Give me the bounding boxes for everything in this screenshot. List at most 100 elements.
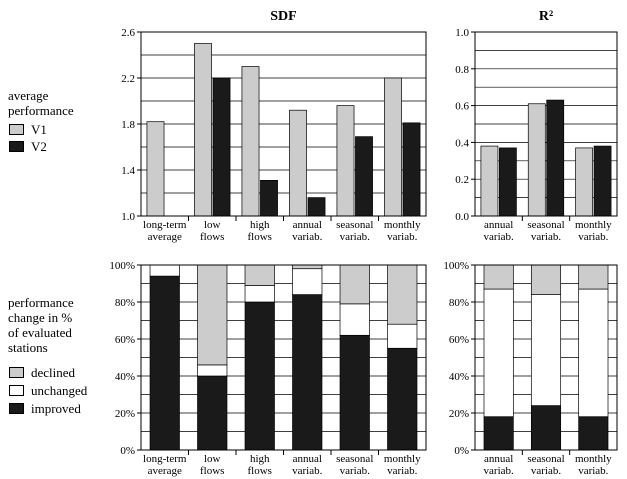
sdf_change-segment-improved-2 (244, 301, 275, 451)
legend-swatch-declined (9, 367, 24, 378)
sdf_change-x-label-line1: seasonal (336, 453, 373, 465)
r2_change-segment-improved-0 (483, 416, 514, 451)
sdf_change-y-tick-label: 20% (115, 408, 135, 420)
sdf-bar-v1-3 (289, 109, 307, 217)
r2-x-label-line1: seasonal (527, 219, 564, 231)
r2_change-y-tick-label: 100% (443, 260, 469, 272)
sdf-x-label-line2: variab. (292, 231, 322, 243)
sdf-x-label-line2: flows (248, 231, 272, 243)
sdf_change-x-label-line2: flows (248, 465, 272, 477)
sdf-bar-v1-2 (241, 66, 260, 217)
legend-top-title-line2: performance (8, 103, 74, 118)
r2-y-tick-label: 0.6 (455, 101, 469, 113)
r2_change-segment-unchanged-1 (530, 294, 562, 406)
legend-bottom-title-line2: change in % (8, 310, 73, 325)
sdf-x-label-line2: variab. (340, 231, 370, 243)
sdf-x-label-line1: monthly (384, 219, 421, 231)
sdf_change-segment-unchanged-4 (339, 303, 370, 336)
legend-swatch-unchanged (9, 385, 24, 396)
r2-x-label-line2: variab. (531, 231, 561, 243)
sdf-y-tick-label: 2.6 (121, 27, 135, 39)
sdf_change-x-label-line2: variab. (387, 465, 417, 477)
sdf-y-tick-label: 1.8 (121, 119, 135, 131)
sdf_change-x-label-line1: low (204, 453, 221, 465)
r2_change-segment-unchanged-0 (483, 288, 514, 418)
sdf_change-segment-declined-2 (244, 264, 275, 286)
sdf-bar-v2-5 (402, 122, 421, 217)
legend-bottom-title-line3: of evaluated (8, 325, 72, 340)
sdf-x-label-line1: high (250, 219, 270, 231)
sdf_change-y-tick-label: 0% (120, 445, 135, 457)
r2-bar-v1-1 (527, 103, 546, 217)
r2-bar-v2-1 (546, 99, 565, 217)
r2_change-x-label-line1: monthly (575, 453, 612, 465)
r2_change-x-label-line1: seasonal (527, 453, 564, 465)
sdf_change-segment-unchanged-0 (149, 264, 180, 277)
sdf_change-segment-declined-3 (292, 264, 323, 270)
legend-label-unchanged: unchanged (31, 383, 88, 398)
sdf_change-x-label-line1: annual (293, 453, 322, 465)
legend-swatch-improved (9, 403, 24, 414)
r2_change-plot-frame (474, 264, 618, 451)
r2-y-tick-label: 0.8 (455, 64, 469, 76)
sdf_change-segment-unchanged-1 (197, 364, 228, 377)
sdf_change-x-label-line2: variab. (340, 465, 370, 477)
r2-x-label-line2: variab. (484, 231, 514, 243)
sdf_change-y-tick-label: 40% (115, 371, 135, 383)
sdf_change-segment-declined-1 (197, 264, 228, 366)
r2_change-y-tick-label: 40% (449, 371, 469, 383)
sdf_change-segment-improved-3 (292, 294, 323, 451)
sdf-bar-v2-1 (212, 77, 231, 217)
r2-bar-v2-0 (499, 147, 517, 217)
sdf_change-y-tick-label: 60% (115, 334, 135, 346)
legend-label-declined: declined (31, 365, 76, 380)
sdf_change-y-tick-label: 100% (109, 260, 135, 272)
sdf_change-segment-unchanged-5 (387, 323, 418, 349)
r2_change-segment-declined-2 (578, 264, 609, 290)
r2_change-segment-improved-2 (578, 416, 609, 451)
legend-label-v1: V1 (31, 122, 47, 137)
r2_change-y-tick-label: 80% (449, 297, 469, 309)
r2_change-x-label-line1: annual (484, 453, 513, 465)
sdf-bar-v1-5 (384, 77, 402, 217)
legend-bottom-title-line1: performance (8, 295, 74, 310)
legend-bottom-title: performance change in % of evaluated sta… (8, 295, 74, 355)
legend-swatch-v1 (9, 124, 24, 135)
sdf_change-x-label-line2: variab. (292, 465, 322, 477)
sdf-x-label-line1: seasonal (336, 219, 373, 231)
sdf-bar-v1-0 (146, 121, 165, 217)
r2_change-segment-declined-0 (483, 264, 514, 290)
sdf_change-x-label-line2: flows (200, 465, 224, 477)
sdf_change-segment-declined-5 (387, 264, 418, 325)
sdf_change-segment-improved-1 (197, 375, 228, 451)
r2_change-segment-unchanged-2 (578, 288, 609, 418)
sdf-x-label-line1: low (204, 219, 221, 231)
r2-plot-frame (474, 31, 618, 217)
r2_change-y-tick-label: 20% (449, 408, 469, 420)
r2_change-x-label-line2: variab. (531, 465, 561, 477)
r2-x-label-line1: monthly (575, 219, 612, 231)
sdf-y-tick-label: 1.4 (121, 165, 135, 177)
sdf-y-tick-label: 1.0 (121, 211, 135, 223)
r2_change-segment-declined-1 (530, 264, 562, 295)
legend-label-improved: improved (31, 401, 81, 416)
sdf-x-label-line2: average (148, 231, 182, 243)
sdf_change-segment-unchanged-3 (292, 268, 323, 295)
sdf_change-y-tick-label: 80% (115, 297, 135, 309)
sdf_change-segment-improved-5 (387, 347, 418, 451)
r2-x-label-line1: annual (484, 219, 513, 231)
sdf-bar-v2-3 (307, 197, 326, 217)
r2-y-tick-label: 0.4 (455, 137, 469, 149)
r2_change-segment-improved-1 (530, 405, 562, 451)
legend-top-title: average performance (8, 88, 74, 118)
legend-swatch-v2 (9, 141, 24, 152)
r2-bar-v2-2 (593, 145, 612, 217)
r2-y-tick-label: 0.0 (455, 211, 469, 223)
r2-x-label-line2: variab. (578, 231, 608, 243)
r2-bar-v1-0 (480, 145, 499, 217)
r2_change-x-label-line2: variab. (578, 465, 608, 477)
legend-top-title-line1: average (8, 88, 49, 103)
legend-bottom-title-line4: stations (8, 340, 48, 355)
r2-bar-v1-2 (575, 147, 593, 217)
